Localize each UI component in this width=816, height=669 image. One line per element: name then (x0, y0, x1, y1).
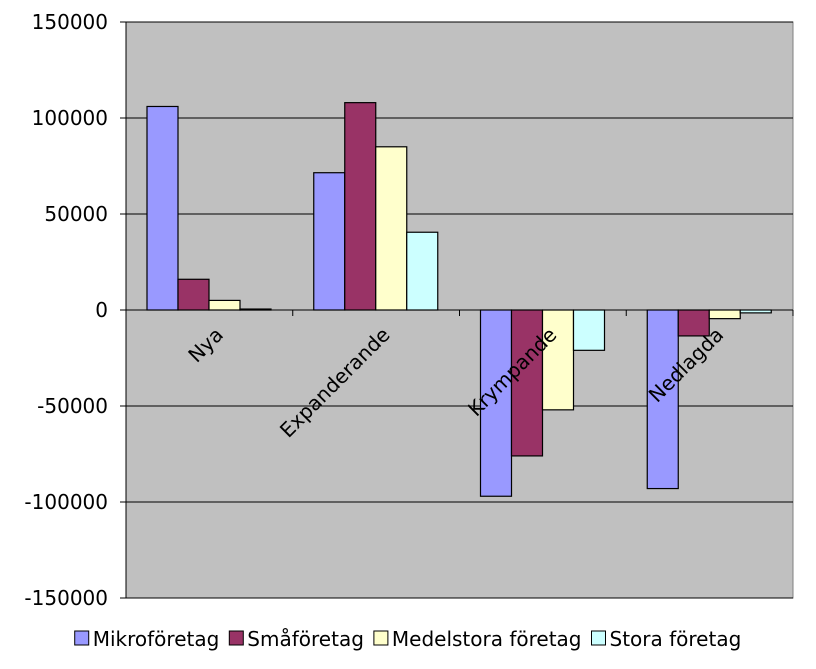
legend: Mikroföretag Småföretag Medelstora företag… (74, 627, 742, 651)
bars (146, 102, 772, 497)
legend-label: Medelstora företag (392, 627, 582, 651)
y-tick-label: 50000 (44, 202, 108, 226)
y-tick-label: 100000 (32, 106, 108, 130)
bar (208, 299, 241, 311)
bar (375, 146, 408, 311)
bar (406, 231, 439, 311)
bar (677, 309, 710, 337)
bar (313, 172, 346, 311)
y-tick-label: 0 (95, 298, 108, 322)
gridlines (126, 21, 793, 599)
bar (344, 102, 377, 311)
legend-label: Småföretag (247, 627, 364, 651)
legend-swatch (373, 630, 389, 646)
y-tick-label: 150000 (32, 10, 108, 34)
bar (541, 309, 575, 411)
bar (177, 278, 210, 311)
y-tick-label: -50000 (37, 394, 108, 418)
bar (708, 309, 741, 320)
bar (146, 105, 179, 311)
legend-swatch (74, 630, 90, 646)
bar (646, 309, 679, 490)
y-tick-label: -100000 (24, 490, 108, 514)
y-tick-label: -150000 (24, 586, 108, 610)
legend-swatch (591, 630, 606, 646)
legend-label: Mikroföretag (93, 627, 220, 651)
bar (572, 309, 606, 351)
bar (479, 309, 513, 497)
legend-swatch (228, 630, 244, 646)
legend-label: Stora företag (610, 627, 742, 651)
y-axis-ticks: 150000 100000 50000 0 -50000 -100000 -150000 (24, 10, 126, 610)
